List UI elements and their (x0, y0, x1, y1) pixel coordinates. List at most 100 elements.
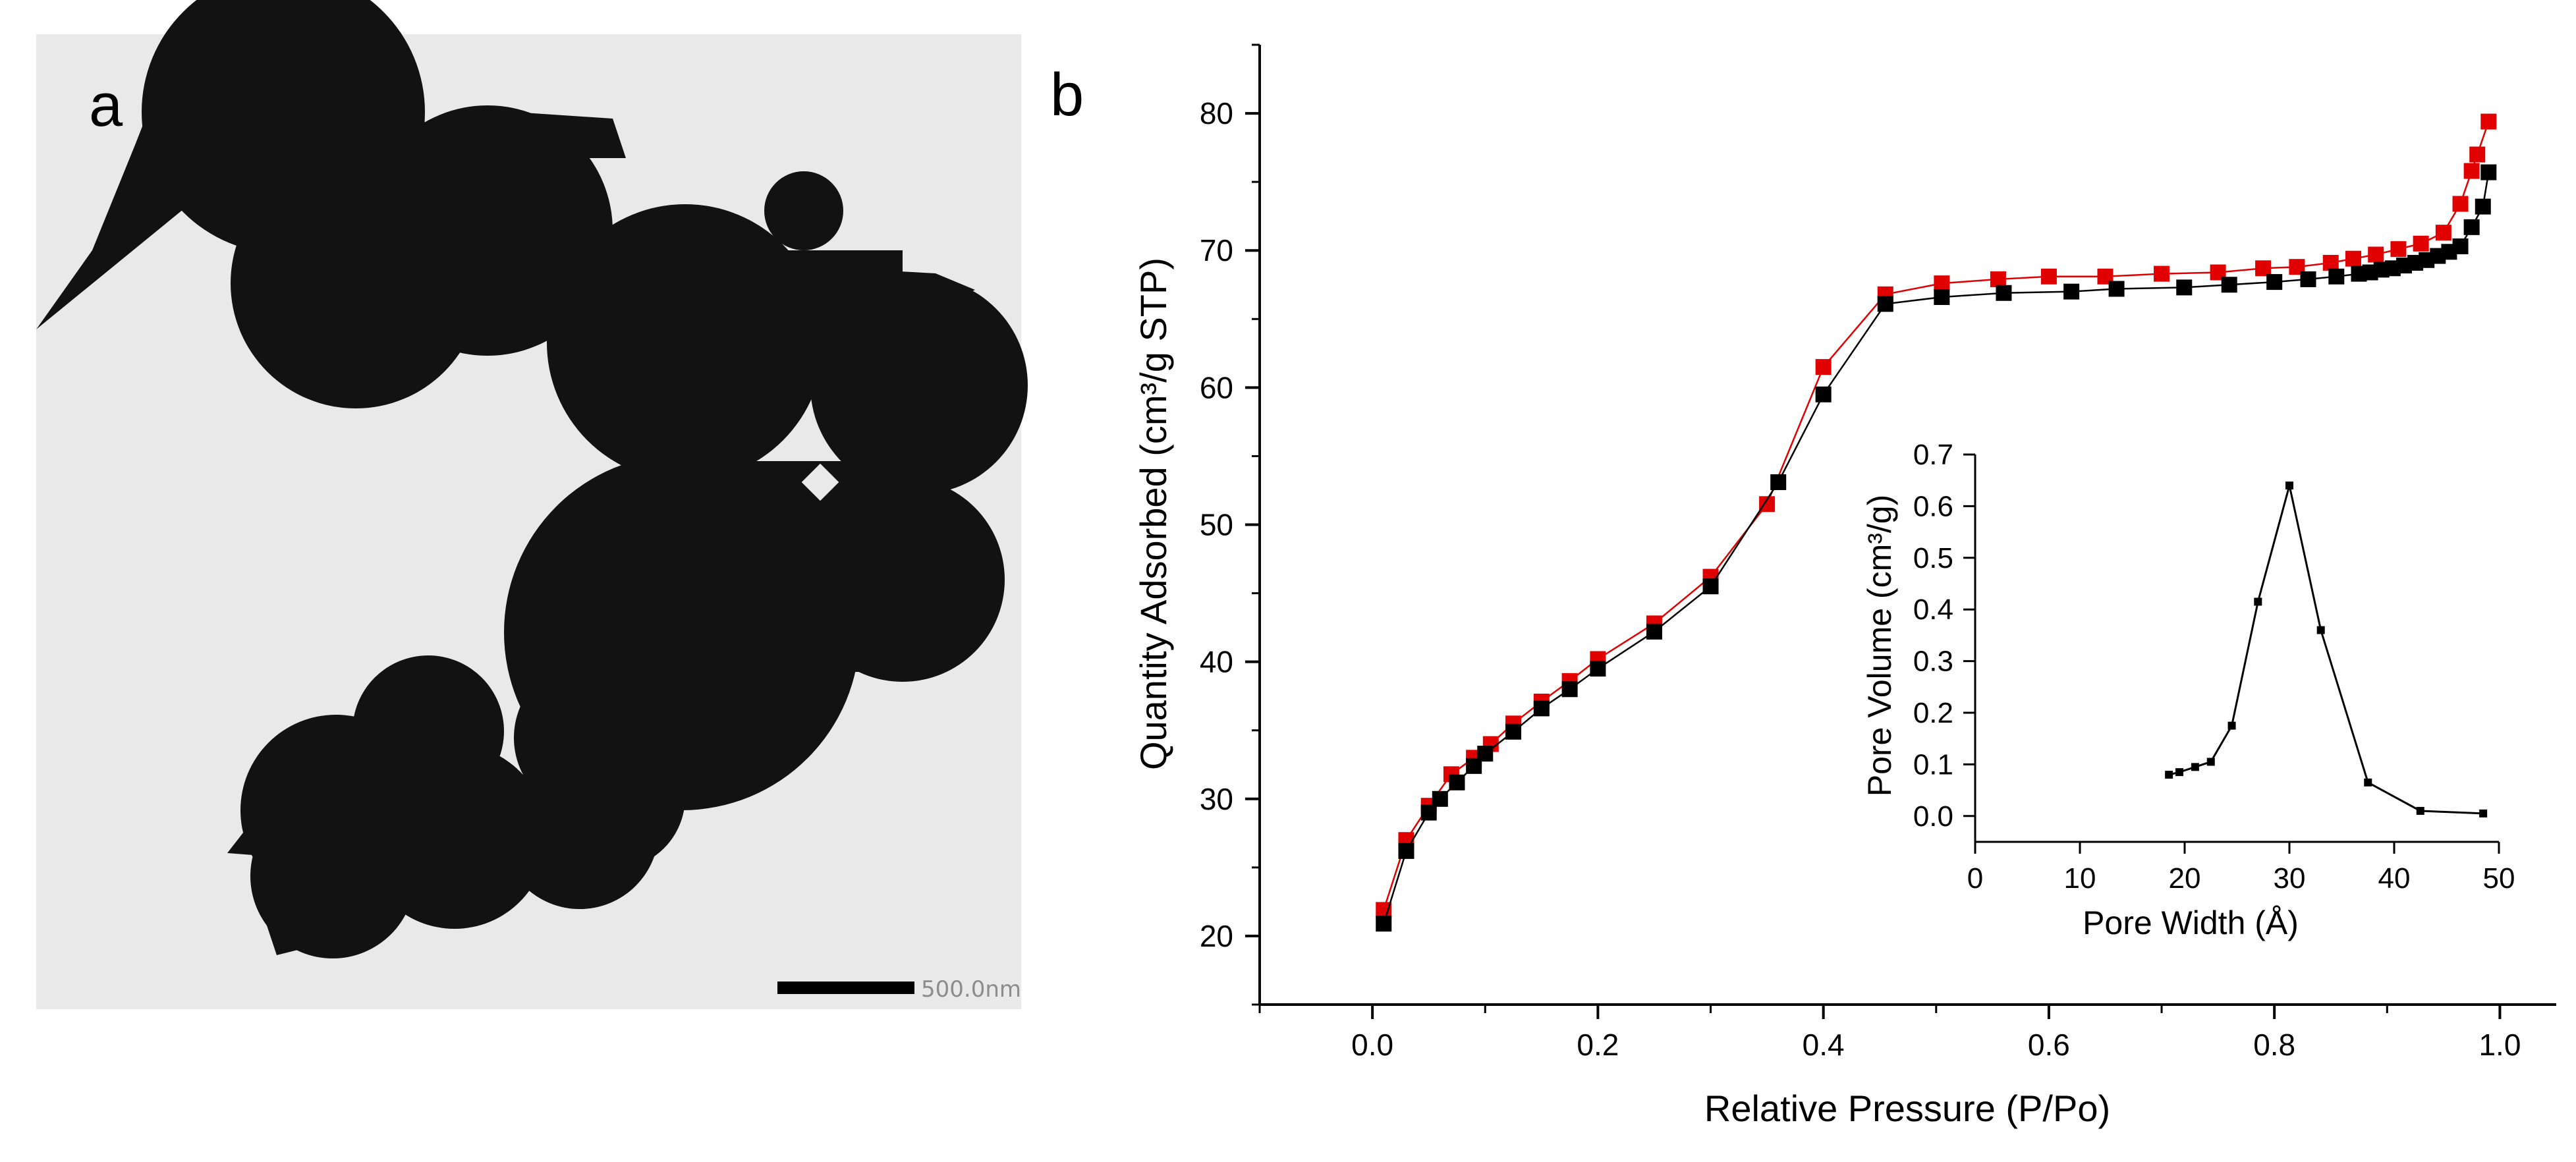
main-y-tick-label: 30 (1200, 782, 1233, 816)
data-point-desorption (2413, 235, 2429, 252)
main-x-tick-label: 0.4 (1803, 1028, 1845, 1062)
main-y-tick-label: 80 (1200, 96, 1233, 130)
inset-ticks (1963, 453, 2500, 854)
main-y-tick-label: 60 (1200, 370, 1233, 404)
data-point-adsorption (1702, 578, 1719, 595)
panel-label-b: b (1050, 61, 1084, 128)
inset-data-point (2227, 721, 2236, 730)
data-point-adsorption (2300, 271, 2316, 287)
inset-data-point (2285, 482, 2293, 490)
inset-data-point (2165, 771, 2173, 779)
data-point-adsorption (2221, 277, 2237, 293)
inset-y-tick-label: 0.4 (1913, 594, 1953, 626)
series-adsorption (1376, 164, 2497, 932)
inset-y-tick-label: 0.3 (1913, 646, 1953, 678)
inset-tick-labels: 0 10 20 30 40 50 0.0 0.1 0.2 0.3 0.4 0.5 0.6 0.7 (1913, 439, 2515, 895)
data-point-desorption (2154, 265, 2170, 282)
data-point-adsorption (2480, 164, 2497, 180)
inset-data-point (2206, 758, 2215, 766)
data-point-adsorption (1420, 804, 1437, 821)
inset-x-tick-label: 40 (2378, 862, 2411, 895)
isotherm-chart: 0.0 0.2 0.4 0.6 0.8 1.0 20 30 40 50 60 70 80 Relativ… (1133, 43, 2556, 1129)
inset-y-tick-label: 0.1 (1913, 748, 1953, 781)
inset-x-tick-label: 10 (2064, 862, 2096, 895)
pore-size-inset: 0 10 20 30 40 50 0.0 0.1 0.2 0.3 0.4 0.5 0.6 0.7 Pore… (1861, 439, 2515, 941)
main-x-axis-title: Relative Pressure (P/Po) (1704, 1088, 2110, 1129)
main-y-tick-label: 70 (1200, 233, 1233, 267)
inset-data-point (2416, 806, 2424, 815)
data-point-desorption (2345, 250, 2361, 267)
inset-data-point (2175, 768, 2184, 777)
data-point-adsorption (1561, 681, 1578, 698)
inset-y-tick-label: 0.2 (1913, 697, 1953, 729)
particle-cluster (142, 0, 1028, 958)
inset-frame (1975, 455, 2499, 815)
data-point-adsorption (1505, 723, 1522, 740)
data-point-desorption (2469, 146, 2486, 163)
data-point-desorption (2390, 241, 2407, 258)
main-series (1376, 113, 2497, 932)
data-point-adsorption (1449, 774, 1465, 790)
data-point-desorption (2480, 113, 2497, 130)
data-point-adsorption (1376, 916, 1392, 932)
main-y-tick-label: 50 (1200, 508, 1233, 542)
data-point-adsorption (2176, 279, 2193, 296)
inset-y-tick-label: 0.7 (1913, 439, 1953, 471)
data-point-desorption (2463, 163, 2480, 179)
main-x-tick-label: 0.0 (1351, 1028, 1393, 1062)
data-point-adsorption (1432, 790, 1448, 807)
data-point-desorption (2322, 254, 2339, 271)
data-point-adsorption (2463, 219, 2480, 235)
data-point-adsorption (1770, 474, 1787, 490)
main-x-tick-label: 0.6 (2028, 1028, 2070, 1062)
inset-data-point (2191, 763, 2199, 771)
inset-data-point (2254, 597, 2262, 606)
main-y-tick-label: 20 (1200, 919, 1233, 953)
main-tick-labels: 0.0 0.2 0.4 0.6 0.8 1.0 20 30 40 50 60 70 80 (1200, 96, 2521, 1062)
data-point-desorption (2435, 225, 2451, 241)
data-point-desorption (2452, 196, 2469, 212)
data-point-desorption (1934, 275, 1950, 292)
data-point-adsorption (1815, 386, 1832, 402)
inset-x-tick-label: 20 (2169, 862, 2201, 895)
inset-y-tick-label: 0.6 (1913, 490, 1953, 522)
data-point-adsorption (2328, 268, 2345, 285)
data-point-adsorption (2266, 274, 2283, 290)
panel-label-a: a (89, 72, 123, 139)
data-point-adsorption (1533, 700, 1550, 717)
inset-data-point (2316, 626, 2325, 634)
inset-y-tick-label: 0.5 (1913, 542, 1953, 574)
main-x-tick-label: 0.2 (1577, 1028, 1619, 1062)
data-point-desorption (2040, 268, 2057, 285)
main-x-tick-label: 1.0 (2478, 1028, 2521, 1062)
main-y-axis-title: Quantity Adsorbed (cm³/g STP) (1133, 258, 1174, 770)
data-point-desorption (1990, 271, 2006, 287)
data-point-adsorption (2108, 281, 2125, 297)
data-point-adsorption (1477, 746, 1494, 762)
data-point-adsorption (1996, 285, 2012, 301)
data-point-adsorption (1590, 661, 1606, 677)
data-point-desorption (2255, 260, 2272, 277)
data-point-adsorption (1877, 296, 1893, 312)
particle-edges (36, 40, 975, 955)
inset-data-point (2364, 778, 2372, 787)
main-ticks (1245, 43, 2502, 1019)
data-point-adsorption (2452, 238, 2469, 254)
inset-x-axis-title: Pore Width (Å) (2083, 904, 2299, 941)
main-x-tick-label: 0.8 (2253, 1028, 2295, 1062)
main-y-tick-label: 40 (1200, 645, 1233, 679)
scale-bar (777, 982, 914, 994)
data-point-adsorption (1934, 289, 1950, 305)
inset-y-axis-title: Pore Volume (cm³/g) (1861, 495, 1898, 796)
data-point-adsorption (1398, 843, 1414, 859)
data-point-adsorption (2063, 283, 2080, 300)
inset-series-line (2165, 482, 2488, 817)
inset-line (2168, 485, 2484, 815)
inset-x-tick-label: 50 (2483, 862, 2515, 895)
inset-y-tick-label: 0.0 (1913, 800, 1953, 833)
data-point-adsorption (2475, 198, 2491, 215)
inset-x-tick-label: 30 (2274, 862, 2306, 895)
data-point-desorption (2368, 246, 2384, 263)
